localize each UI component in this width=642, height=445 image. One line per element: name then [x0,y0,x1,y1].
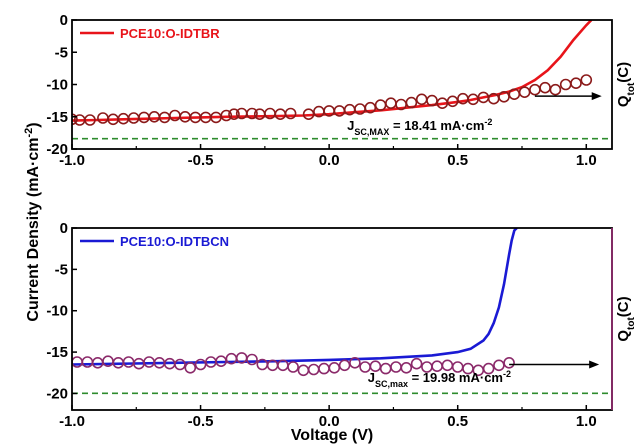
chart1-x-tick-label-2: 0.0 [319,413,340,430]
chart1-x-tick-label-3: 0.5 [447,413,468,430]
chart0-right-axis-label: Qtot(C) [615,62,637,107]
chart1-marker-17 [246,353,258,366]
chart0-marker-42 [498,91,510,103]
chart0-marker-46 [539,81,551,94]
chart0-marker-21 [274,108,287,120]
bottom-panel: -1.0 -0.5 0.0 0.5 1.0 0 -5 -10 -15 -20 PCE10:O-IDT… [46,220,636,430]
chart1-x-tick-label-0: -1.0 [59,413,85,430]
chart0-marker-15 [220,109,233,122]
chart0-x-tick-label-3: 0.5 [447,152,468,169]
chart1-plot-area [72,228,612,395]
chart0-marker-7 [138,111,150,124]
chart0-marker-3 [97,112,109,124]
chart1-legend-label: PCE10:O-IDTBCN [120,234,229,249]
chart1-marker-14 [215,355,227,368]
chart1-x-tick-label-4: 1.0 [576,413,597,430]
chart1-marker-30 [379,362,392,375]
chart0-x-tick-label-1: -0.5 [188,152,214,169]
chart0-x-tick-label-0: -1.0 [59,152,85,169]
chart0-y-tick-label-4: -20 [46,141,68,158]
chart0-y-tick-label-1: -5 [55,44,68,61]
chart0-marker-22 [284,107,297,120]
chart0-marker-0 [72,113,78,126]
chart1-marker-22 [297,364,310,377]
chart0-marker-2 [84,114,96,126]
chart1-y-tick-label-3: -15 [46,344,68,361]
chart1-marker-11 [184,361,197,374]
chart1-marker-26 [338,359,351,372]
chart0-marker-16 [228,108,240,120]
chart0-marker-50 [580,74,593,86]
chart1-marker-23 [307,363,320,376]
chart0-series-0-curve [72,20,593,122]
chart0-marker-37 [446,95,459,108]
chart1-marker-12 [194,358,207,371]
chart0-marker-33 [405,96,418,109]
chart1-marker-25 [328,361,341,374]
chart1-marker-5 [122,356,135,368]
chart1-y-tick-label-2: -10 [46,303,68,320]
chart1-y-tick-label-4: -20 [46,385,68,402]
chart1-marker-29 [369,360,382,373]
chart0-x-tick-label-4: 1.0 [576,152,597,169]
chart0-y-tick-label-3: -15 [46,109,68,126]
chart1-frame [71,227,613,411]
y-axis-label: Current Density (mA·cm-2) [23,122,42,321]
chart0-y-tick-label-2: -10 [46,77,68,94]
chart1-marker-33 [410,357,423,370]
chart0-marker-34 [415,93,428,106]
chart1-marker-42 [503,356,515,369]
chart1-marker-31 [390,361,402,373]
chart1-y-tick-label-0: 0 [60,220,68,237]
chart1-arrow-head [589,360,600,369]
chart1-jsc-annotation: JSC,max = 19.98 mA·cm-2 [368,369,511,389]
chart0-marker-35 [426,94,438,107]
chart0-marker-8 [148,111,161,123]
chart0-marker-29 [364,101,377,114]
chart0-y-tick-label-0: 0 [60,12,68,29]
chart1-marker-21 [287,361,299,373]
chart0-marker-44 [518,86,531,98]
chart1-marker-32 [400,361,413,374]
chart0-plot-area [72,20,612,140]
chart1-marker-24 [318,362,330,375]
chart0-legend-label: PCE10:O-IDTBR [120,26,220,41]
chart1-right-axis-label: Qtot(C) [615,296,637,341]
chart1-marker-40 [482,362,495,375]
chart0-jsc-annotation: JSC,MAX = 18.41 mA·cm-2 [347,117,492,137]
top-panel: -1.0 -0.5 0.0 0.5 1.0 0 -5 -10 -15 -20 PCE10:O-IDT… [46,12,636,169]
chart0-arrow-head [591,92,602,101]
chart0-marker-45 [529,83,541,96]
chart0-x-tick-label-2: 0.0 [319,152,340,169]
chart1-marker-36 [441,359,454,372]
chart0-marker-23 [302,108,315,120]
chart0-marker-31 [385,97,397,109]
chart0-marker-18 [246,107,258,120]
chart1-marker-27 [349,356,361,369]
chart1-marker-10 [174,358,186,371]
chart0-marker-47 [549,83,562,96]
chart0-marker-30 [374,99,387,111]
chart1-x-tick-label-1: -0.5 [188,413,214,430]
chart1-y-tick-label-1: -5 [55,261,68,278]
x-axis-label: Voltage (V) [291,427,373,444]
chart0-marker-49 [570,77,582,89]
chart0-marker-48 [559,78,572,91]
